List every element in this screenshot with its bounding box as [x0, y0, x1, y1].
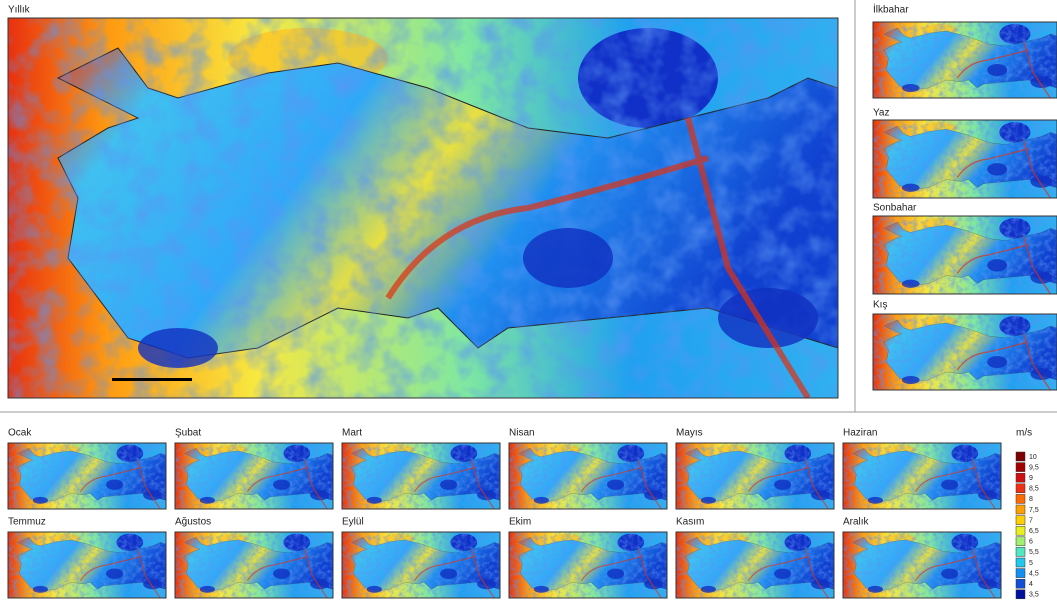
map [8, 532, 166, 598]
legend-label: 7,5 [1029, 507, 1039, 514]
legend-swatch [1016, 579, 1025, 588]
panel-title: Yıllık [8, 5, 31, 16]
legend-label: 4 [1029, 581, 1033, 588]
legend-label: 6,5 [1029, 528, 1039, 535]
map [342, 443, 500, 509]
panel-title: Aralık [843, 517, 870, 528]
map [342, 532, 500, 598]
panel-title: Ekim [509, 517, 531, 528]
panel-title: Kış [873, 300, 887, 311]
legend-label: 10 [1029, 454, 1037, 461]
legend-swatch [1016, 590, 1025, 599]
legend-label: 9,5 [1029, 464, 1039, 471]
map [676, 532, 834, 598]
legend-swatch [1016, 516, 1025, 525]
page: Yıllık İlkbahar Yaz Sonbahar Kış Ocak Şubat Ma… [0, 0, 1057, 611]
legend-swatch [1016, 569, 1025, 578]
map [676, 443, 834, 509]
map [175, 532, 333, 598]
panel-title: İlkbahar [873, 3, 909, 16]
map [873, 216, 1057, 294]
legend-label: 5,5 [1029, 549, 1039, 556]
legend-swatch [1016, 505, 1025, 514]
map [843, 532, 1001, 598]
legend-label: 8,5 [1029, 486, 1039, 493]
panel-title: Eylül [342, 517, 364, 528]
map [873, 22, 1057, 98]
scale-bar [112, 378, 192, 381]
legend-label: 6 [1029, 539, 1033, 546]
legend-swatch [1016, 452, 1025, 461]
legend-swatch [1016, 537, 1025, 546]
legend-swatch [1016, 463, 1025, 472]
panel-title: Temmuz [8, 517, 46, 528]
legend-label: 4,5 [1029, 570, 1039, 577]
panel-title: Ağustos [175, 517, 211, 528]
legend-unit: m/s [1016, 428, 1032, 439]
legend-label: 5 [1029, 560, 1033, 567]
map [175, 443, 333, 509]
map [873, 120, 1057, 198]
map [8, 18, 838, 398]
figure: Yıllık İlkbahar Yaz Sonbahar Kış Ocak Şubat Ma… [0, 0, 1057, 606]
legend-label: 9 [1029, 475, 1033, 482]
map [843, 443, 1001, 509]
legend-swatch [1016, 494, 1025, 503]
panel-title: Ocak [8, 428, 32, 439]
legend-label: 8 [1029, 496, 1033, 503]
legend-swatch [1016, 526, 1025, 535]
panel-title: Şubat [175, 428, 201, 439]
legend-swatch [1016, 473, 1025, 482]
panel-title: Mart [342, 428, 362, 439]
panel-title: Kasım [676, 517, 704, 528]
panel-title: Yaz [873, 108, 890, 119]
panel-title: Mayıs [676, 428, 703, 439]
panel-title: Nisan [509, 428, 535, 439]
legend-label: 3,5 [1029, 592, 1039, 599]
map [873, 314, 1057, 390]
panel-title: Haziran [843, 428, 877, 439]
legend-swatch [1016, 484, 1025, 493]
map [8, 443, 166, 509]
map [509, 443, 667, 509]
map [509, 532, 667, 598]
legend-swatch [1016, 547, 1025, 556]
panel-title: Sonbahar [873, 203, 917, 214]
legend-label: 7 [1029, 517, 1033, 524]
legend-swatch [1016, 558, 1025, 567]
